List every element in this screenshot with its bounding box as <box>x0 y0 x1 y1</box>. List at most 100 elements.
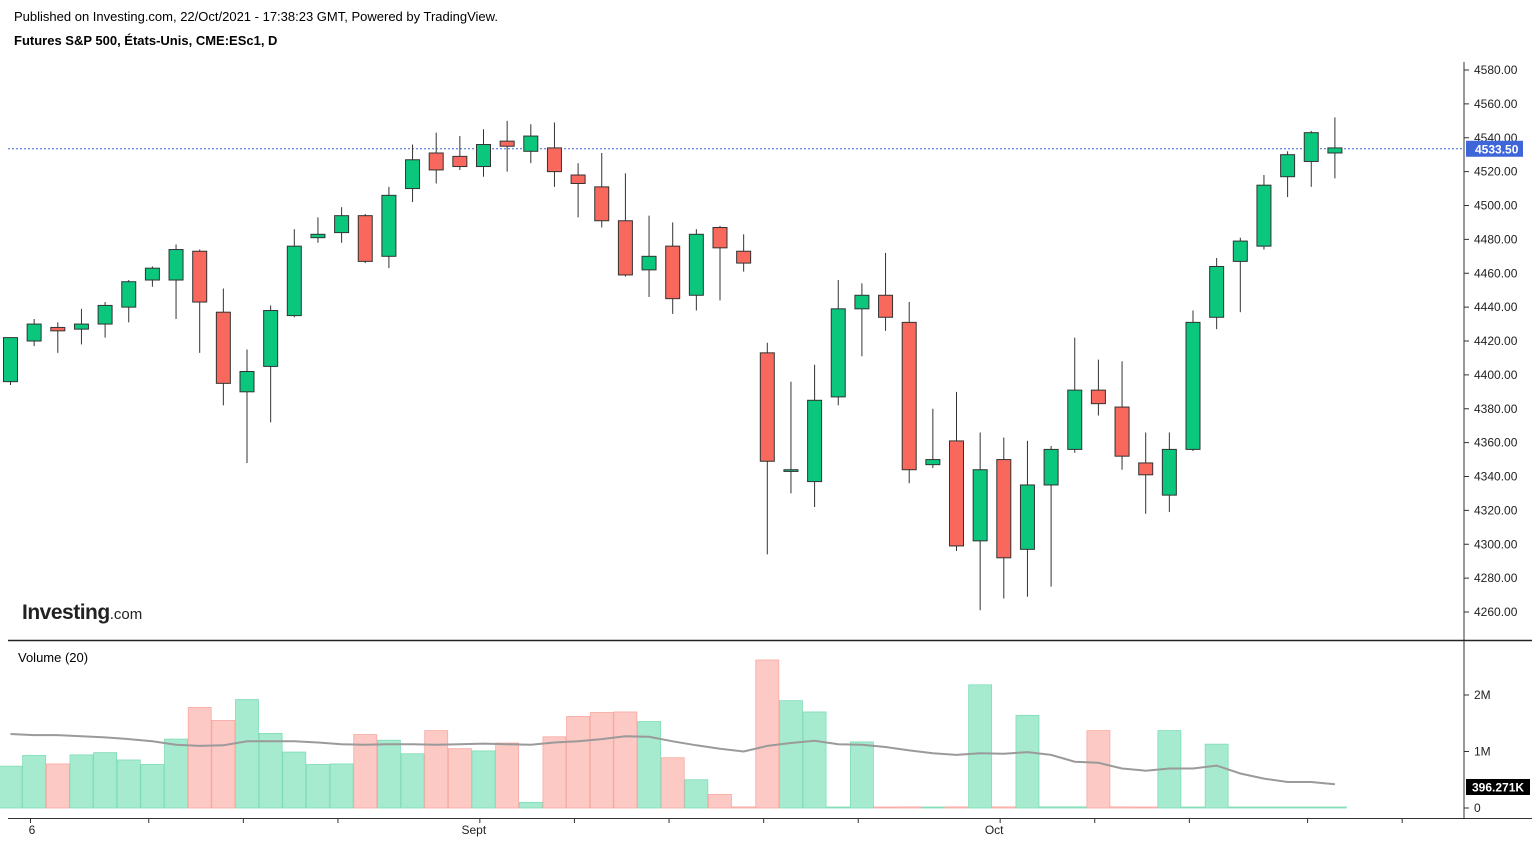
volume-bar <box>1275 806 1300 809</box>
volume-bar <box>235 699 259 809</box>
volume-ma <box>10 733 1335 786</box>
volume-bar <box>944 806 969 809</box>
volume-bar <box>0 765 23 809</box>
candle-body <box>1303 132 1319 162</box>
volume-bar <box>1228 806 1253 809</box>
time-tick-label: 6 <box>29 823 36 837</box>
candle-body <box>381 194 397 257</box>
volume-bar <box>920 806 945 809</box>
candle-body <box>1232 240 1248 262</box>
candle-body <box>1185 321 1201 450</box>
candle-body <box>428 152 444 171</box>
published-info: Published on Investing.com, 22/Oct/2021 … <box>14 9 498 24</box>
time-axis: 6 Sept Oct <box>29 818 1403 837</box>
candle-body <box>1280 154 1296 178</box>
candle-body <box>949 440 964 547</box>
price-tick-label: 4260.00 <box>1474 605 1518 619</box>
volume-bar <box>306 764 330 809</box>
volume-bars <box>0 659 1347 809</box>
volume-bar <box>22 755 47 809</box>
last-price-badge <box>1466 140 1523 157</box>
candle-body <box>807 399 823 483</box>
volume-bar <box>447 748 472 809</box>
price-tick-label: 4420.00 <box>1474 334 1518 348</box>
candle-body <box>1114 406 1130 457</box>
volume-bar <box>376 739 401 809</box>
price-tick-label: 4380.00 <box>1474 402 1518 416</box>
volume-panel-label: Volume (20) <box>18 650 89 665</box>
volume-bar <box>45 763 70 809</box>
volume-bar <box>897 806 922 809</box>
candle-body <box>239 370 255 393</box>
candle-body <box>144 267 160 281</box>
candle-body <box>357 215 373 262</box>
candle-body <box>523 135 539 152</box>
volume-bar <box>424 730 449 809</box>
volume-bar <box>731 806 756 809</box>
candle-body <box>854 294 870 310</box>
axis-badges: 4533.50 396.271K <box>1466 140 1530 795</box>
candle-body <box>1161 448 1177 496</box>
price-tick-label: 4320.00 <box>1474 503 1518 517</box>
volume-ma-line <box>10 733 1335 786</box>
investing-logo[interactable]: Investing.com <box>22 601 142 625</box>
candle-body <box>97 304 113 325</box>
candle-body <box>878 294 894 318</box>
volume-bar <box>968 684 993 809</box>
last-price-badge-label: 4533.50 <box>1475 142 1519 156</box>
candle-body <box>476 144 491 168</box>
candle-body <box>26 323 42 342</box>
candle-body <box>499 140 515 147</box>
volume-bar <box>1133 806 1158 809</box>
candle-body <box>1067 389 1083 450</box>
volume-tick-label: 2M <box>1474 688 1491 702</box>
volume-bar <box>187 707 212 809</box>
price-tick-label: 4460.00 <box>1474 266 1518 280</box>
volume-bar <box>116 759 141 809</box>
candle-body <box>688 233 704 296</box>
logo-main: Investing <box>22 601 110 624</box>
volume-bar <box>495 742 520 809</box>
volume-bar <box>518 801 543 809</box>
candle-body <box>736 250 752 264</box>
candle-body <box>263 310 279 367</box>
candle-body <box>594 186 610 222</box>
volume-bar <box>93 752 117 809</box>
current-volume-badge <box>1466 779 1530 795</box>
volume-bar <box>1062 806 1087 809</box>
volume-bar <box>802 711 827 809</box>
volume-bar <box>708 794 732 809</box>
volume-bar <box>69 754 94 809</box>
candle-body <box>830 308 846 398</box>
volume-bar <box>1204 743 1229 809</box>
candles <box>3 117 1343 611</box>
volume-bar <box>850 741 874 809</box>
volume-bar <box>826 806 851 809</box>
candle-body <box>1138 462 1154 476</box>
price-tick-label: 4520.00 <box>1474 165 1518 179</box>
candle-body <box>972 469 988 542</box>
volume-bar <box>684 779 709 809</box>
candle-body <box>286 245 302 317</box>
price-tick-label: 4360.00 <box>1474 436 1518 450</box>
current-volume-badge-label: 396.271K <box>1472 781 1524 795</box>
candle-body <box>1043 448 1059 486</box>
candle-body <box>665 245 681 300</box>
volume-bar <box>400 753 425 809</box>
candle-body <box>3 337 18 383</box>
volume-tick-label: 0 <box>1474 801 1481 815</box>
volume-bar <box>566 716 590 809</box>
volume-bar <box>471 750 496 809</box>
candle-body <box>759 352 775 462</box>
price-tick-label: 4340.00 <box>1474 470 1518 484</box>
candle-body <box>121 281 137 308</box>
candle-body <box>50 326 66 332</box>
volume-bar <box>637 721 661 809</box>
volume-bar <box>140 764 165 809</box>
volume-bar <box>589 712 614 809</box>
chart-frame <box>8 62 1532 819</box>
volume-bar <box>1252 806 1276 809</box>
candle-body <box>310 233 326 239</box>
candle-body <box>901 321 917 471</box>
